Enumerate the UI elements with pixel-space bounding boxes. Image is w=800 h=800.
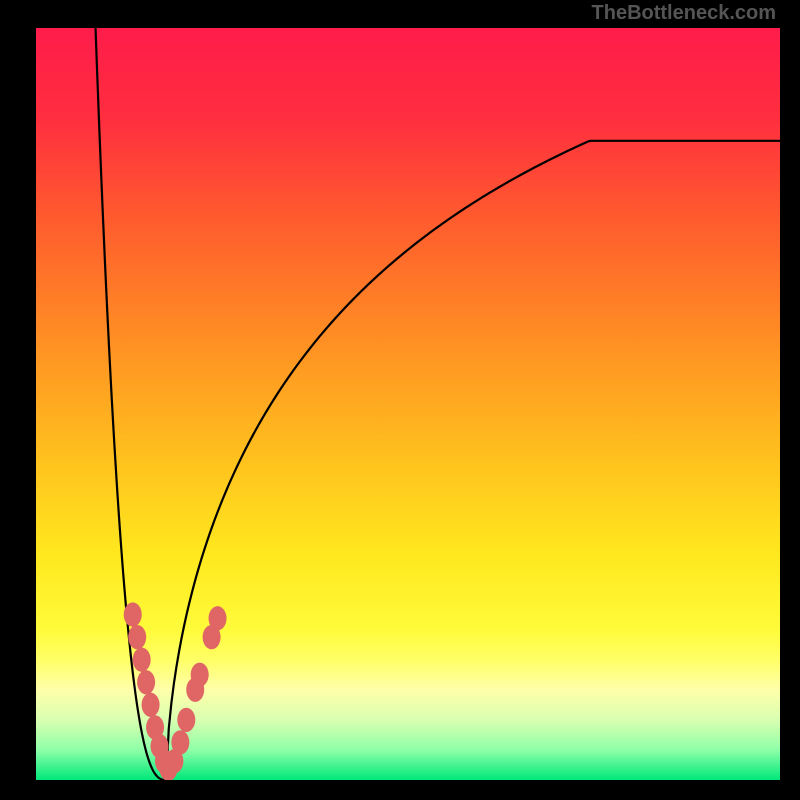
- data-marker: [128, 625, 146, 649]
- data-marker: [133, 648, 151, 672]
- data-marker: [171, 730, 189, 754]
- border-bottom: [0, 780, 800, 800]
- border-left: [0, 0, 36, 800]
- plot-area: [36, 28, 780, 780]
- data-marker: [209, 606, 227, 630]
- data-marker: [137, 670, 155, 694]
- data-marker: [142, 693, 160, 717]
- data-marker: [177, 708, 195, 732]
- data-marker: [124, 602, 142, 626]
- plot-svg: [36, 28, 780, 780]
- border-right: [780, 0, 800, 800]
- chart-frame: TheBottleneck.com: [0, 0, 800, 800]
- watermark-text: TheBottleneck.com: [592, 2, 776, 25]
- data-marker: [191, 663, 209, 687]
